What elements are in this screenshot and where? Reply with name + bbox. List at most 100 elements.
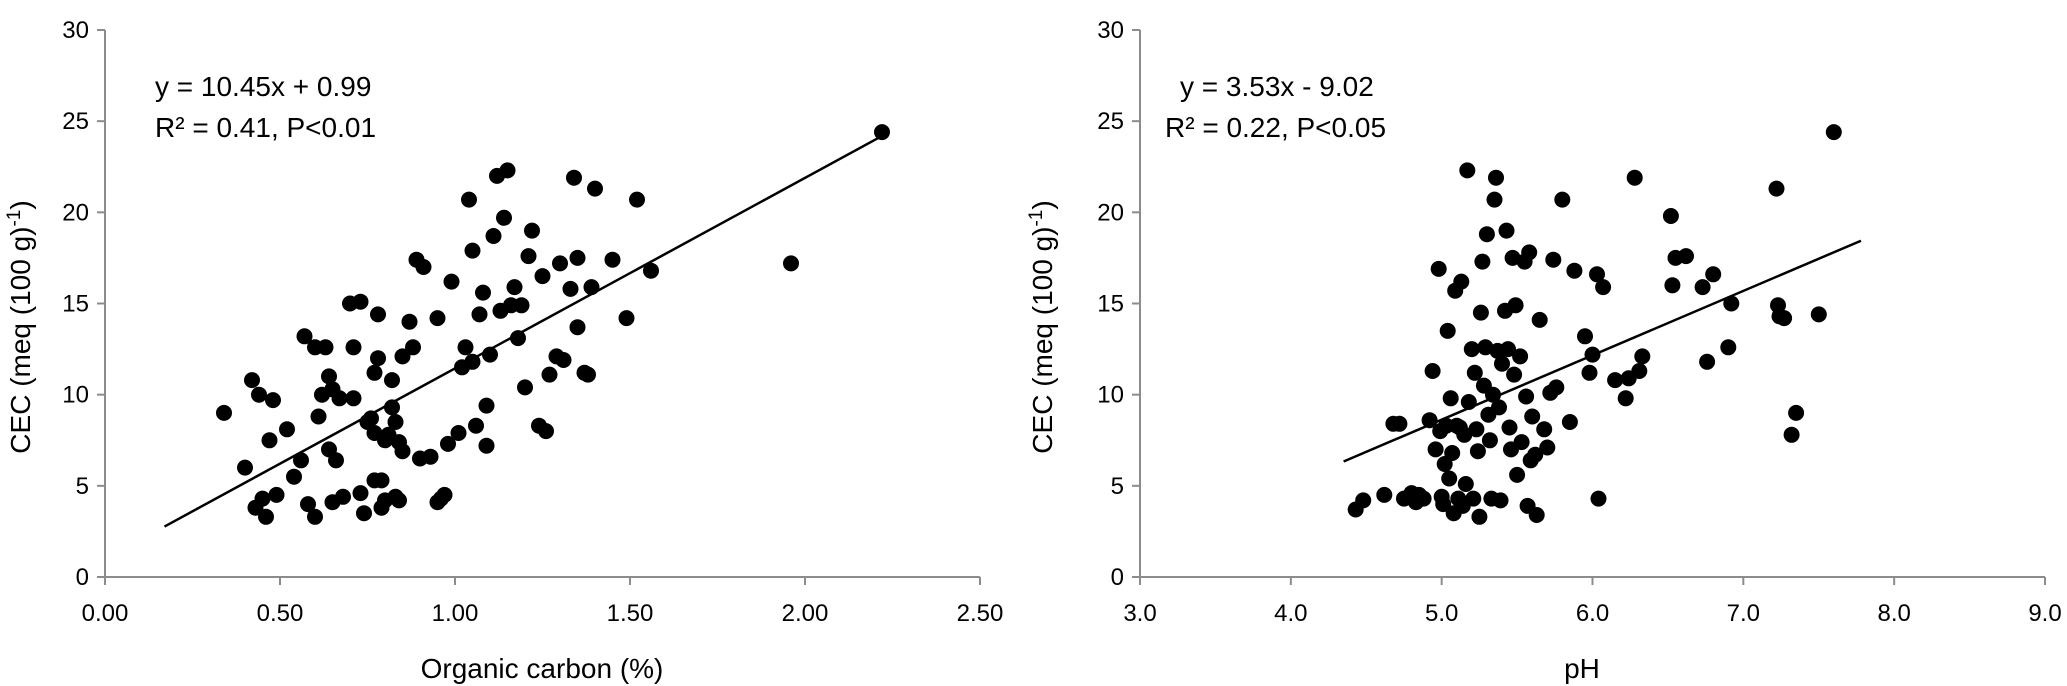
data-point (1471, 508, 1488, 525)
r-squared-label: R² = 0.22, P<0.05 (1165, 112, 1386, 143)
data-point (1577, 328, 1593, 345)
data-point (384, 372, 400, 389)
x-tick-label: 5.0 (1425, 600, 1458, 627)
data-point (345, 339, 362, 356)
data-point (1723, 295, 1740, 312)
data-point (510, 330, 526, 347)
y-tick-label: 10 (1097, 382, 1124, 409)
data-point (258, 508, 274, 525)
data-point (1424, 363, 1441, 379)
data-point (1705, 266, 1722, 283)
data-point (1459, 162, 1476, 179)
data-point (534, 268, 551, 285)
x-tick-label: 7.0 (1727, 600, 1760, 627)
data-point (1481, 432, 1498, 449)
data-point (1463, 341, 1480, 358)
y-tick-label: 15 (62, 291, 89, 318)
data-point (1466, 364, 1483, 381)
y-axis-title-exponent: -1 (1026, 210, 1047, 227)
data-point (373, 472, 390, 489)
data-point (499, 162, 516, 179)
data-point (391, 492, 407, 509)
data-point (475, 284, 491, 301)
data-point (1531, 311, 1548, 328)
data-point (293, 452, 309, 469)
data-point (1465, 490, 1482, 507)
data-point (1626, 169, 1643, 186)
equation-label: y = 10.45x + 0.99 (155, 71, 371, 102)
data-point (366, 364, 383, 381)
data-point (310, 408, 327, 425)
data-point (1768, 180, 1785, 197)
x-tick-label: 3.0 (1123, 600, 1156, 627)
data-point (331, 390, 348, 407)
data-point (1524, 408, 1541, 425)
data-point (1457, 476, 1474, 492)
y-tick-label: 10 (62, 382, 89, 409)
data-point (874, 124, 890, 141)
chart-organic-carbon: y = 10.45x + 0.99 R² = 0.41, P<0.01 Orga… (4, 17, 1003, 684)
data-point (1825, 124, 1842, 141)
data-point (1810, 306, 1827, 323)
y-tick-label: 5 (76, 473, 89, 500)
y-tick-label: 30 (1097, 17, 1124, 44)
data-point (352, 485, 369, 502)
y-axis-title: CEC (meq (100 g)-1) (1026, 200, 1058, 453)
data-point (1492, 492, 1509, 509)
x-tick-label: 0.00 (82, 600, 129, 627)
data-point (513, 297, 530, 314)
y-tick-label: 25 (1097, 108, 1124, 135)
data-point (1631, 363, 1648, 379)
data-point (520, 248, 537, 265)
data-point (370, 306, 386, 323)
data-point (538, 423, 554, 440)
data-point (356, 505, 372, 522)
data-point (1539, 439, 1556, 456)
data-point (394, 443, 411, 460)
data-point (436, 486, 453, 503)
data-point (1430, 260, 1447, 277)
data-point (1355, 492, 1372, 509)
data-point (422, 448, 439, 465)
y-tick-label: 5 (1111, 473, 1124, 500)
x-tick-label: 1.50 (607, 600, 654, 627)
data-point (405, 339, 421, 356)
x-tick-label: 4.0 (1274, 600, 1307, 627)
data-point (1504, 249, 1521, 266)
y-axis-title: CEC (meq (100 g)-1) (4, 200, 36, 453)
data-point (1694, 279, 1711, 296)
data-point (468, 417, 484, 434)
data-point (1509, 466, 1526, 483)
data-point (566, 169, 582, 186)
data-point (321, 368, 337, 385)
data-point (1617, 390, 1634, 407)
data-point (1500, 341, 1516, 358)
data-point (1783, 426, 1800, 443)
data-point (335, 488, 351, 505)
data-point (1491, 399, 1507, 416)
y-axis-title-main: CEC (meq (100 g) (5, 227, 36, 454)
data-point (450, 425, 467, 441)
data-point (1788, 404, 1805, 421)
y-tick-label: 0 (1111, 564, 1124, 591)
data-point (471, 306, 488, 323)
data-point (384, 399, 400, 416)
data-point (1776, 310, 1793, 327)
data-point (1607, 372, 1624, 389)
data-point (1391, 415, 1408, 432)
data-point (300, 496, 316, 513)
data-point (1699, 353, 1716, 370)
data-point (1494, 355, 1510, 372)
equation-label: y = 3.53x - 9.02 (1180, 71, 1374, 102)
data-point (244, 372, 260, 389)
data-point (629, 191, 645, 208)
y-axis-title-exponent: -1 (4, 210, 25, 227)
data-point (1439, 322, 1456, 339)
x-tick-label: 0.50 (257, 600, 304, 627)
data-point (328, 452, 344, 469)
data-point (317, 339, 334, 356)
data-point (478, 397, 495, 414)
data-point (387, 414, 404, 430)
x-tick-label: 2.00 (782, 600, 829, 627)
data-point (618, 310, 635, 327)
